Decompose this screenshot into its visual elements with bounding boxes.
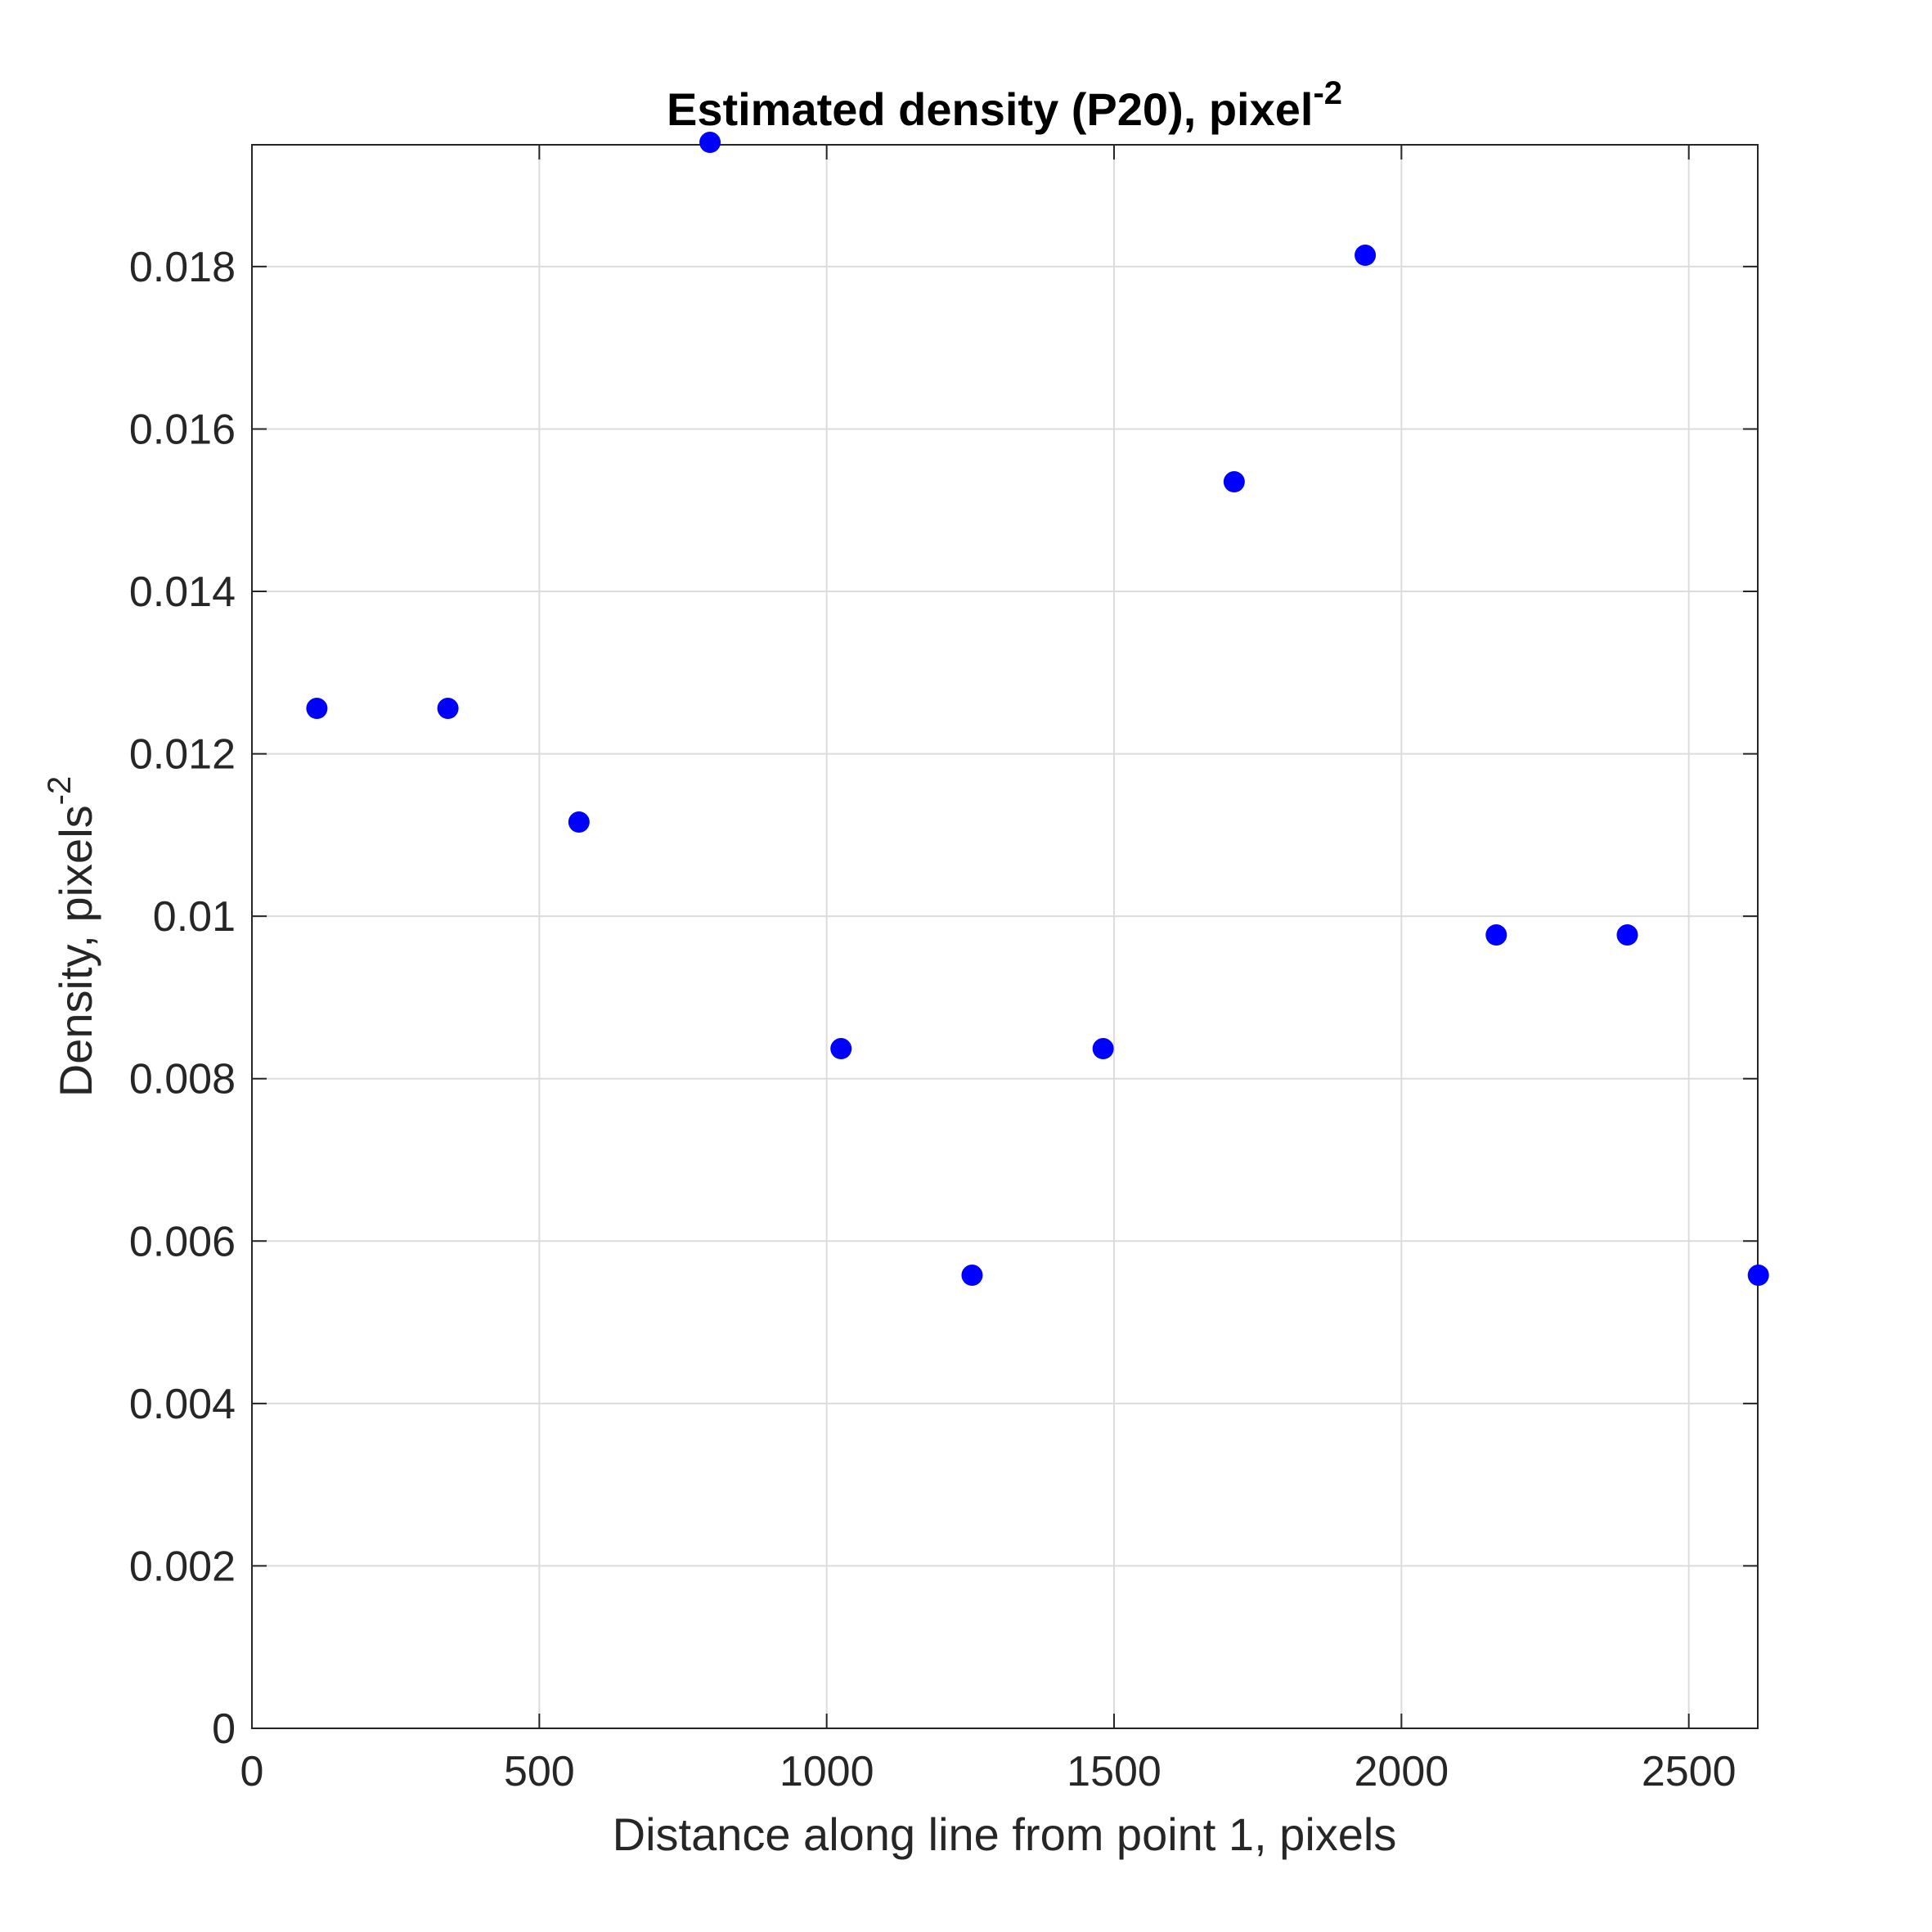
data-point	[699, 132, 721, 154]
y-tick-label: 0.004	[129, 1381, 236, 1428]
x-tick-labels: 0 500 1000 1500 2000 2500	[240, 1748, 1737, 1795]
plot-area	[252, 145, 1758, 1728]
data-point	[1092, 1038, 1114, 1060]
x-tick-label: 500	[504, 1748, 575, 1795]
data-point	[1223, 471, 1245, 493]
data-point	[1485, 924, 1507, 946]
x-tick-label: 1000	[780, 1748, 874, 1795]
data-point	[961, 1265, 983, 1287]
y-tick-label: 0.016	[129, 406, 236, 453]
y-tick-label: 0.01	[153, 893, 236, 941]
tick-marks	[251, 145, 1758, 1729]
x-axis-label: Distance along line from point 1, pixels	[613, 1808, 1397, 1860]
y-tick-label: 0.006	[129, 1218, 236, 1265]
chart-title-superscript: -2	[1313, 75, 1342, 111]
data-point	[1616, 924, 1638, 946]
chart-title-main: Estimated density (P20), pixel	[667, 83, 1313, 135]
x-tick-label: 1500	[1067, 1748, 1161, 1795]
data-point	[1355, 245, 1377, 267]
y-tick-label: 0.002	[129, 1543, 236, 1590]
y-tick-labels: 0 0.002 0.004 0.006 0.008 0.01 0.012 0.014 0.016…	[129, 244, 236, 1753]
chart-title: Estimated density (P20), pixel-2	[667, 75, 1342, 135]
data-point	[568, 811, 590, 833]
y-tick-label: 0.018	[129, 244, 236, 291]
data-point	[306, 698, 328, 720]
grid-lines	[251, 145, 1758, 1729]
y-axis-label-superscript: -2	[42, 776, 78, 806]
x-tick-label: 2500	[1642, 1748, 1737, 1795]
x-tick-label: 0	[240, 1748, 264, 1795]
data-point	[1747, 1265, 1769, 1287]
y-tick-label: 0.014	[129, 568, 236, 616]
data-points	[306, 132, 1769, 1287]
y-axis-label: Density, pixels-2	[42, 776, 101, 1097]
y-tick-label: 0.012	[129, 731, 236, 779]
data-point	[830, 1038, 852, 1060]
x-tick-label: 2000	[1354, 1748, 1449, 1795]
y-tick-label: 0	[212, 1705, 236, 1753]
axes-box	[251, 144, 1759, 1729]
y-axis-label-main: Density, pixels	[50, 805, 101, 1097]
y-tick-label: 0.008	[129, 1056, 236, 1103]
data-point	[437, 698, 459, 720]
